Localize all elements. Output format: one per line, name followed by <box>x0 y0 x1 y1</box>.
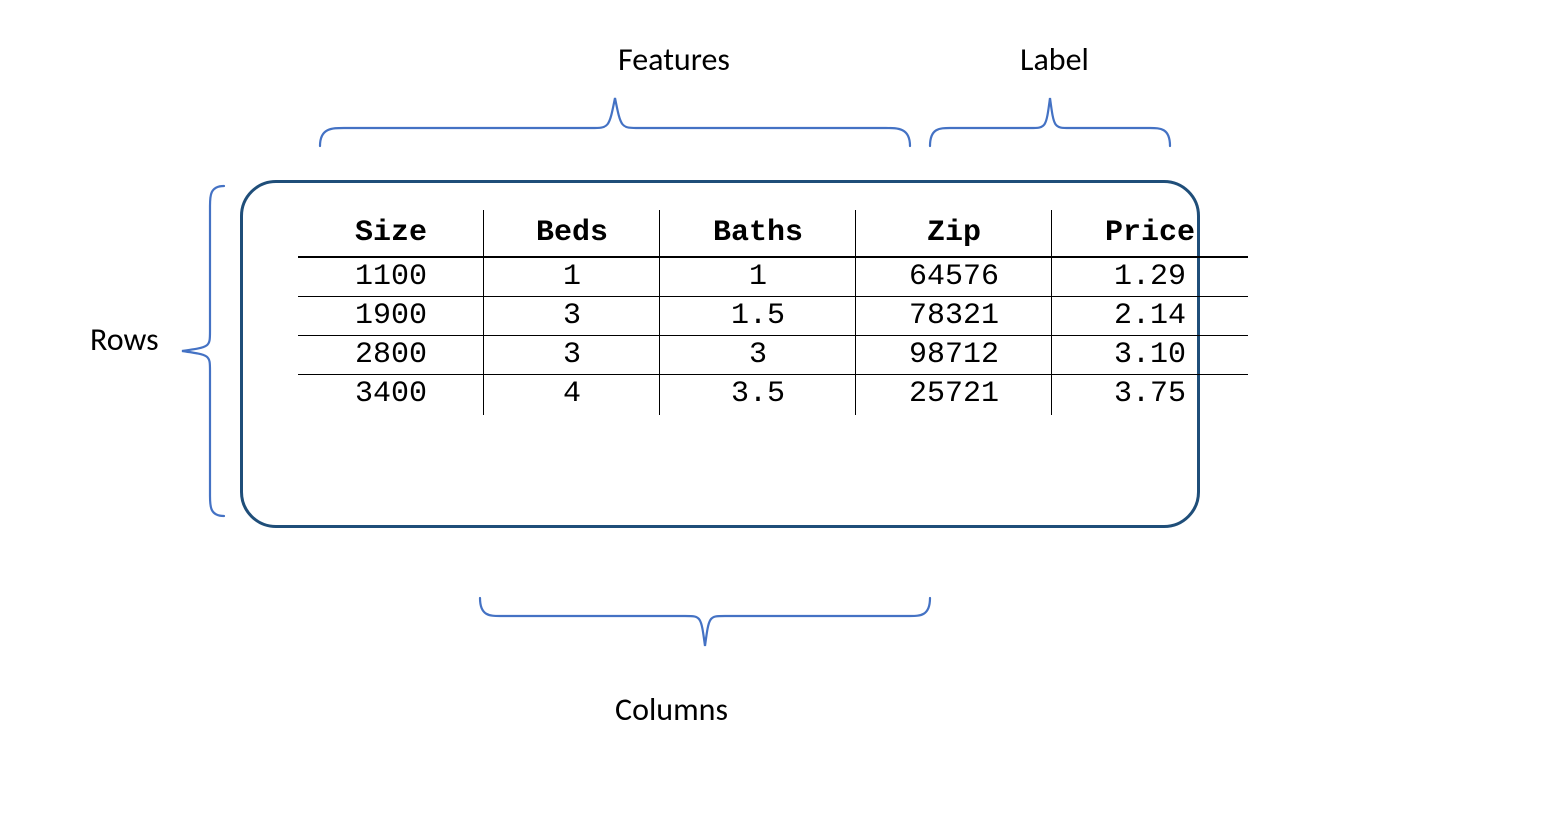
cell: 3 <box>660 336 856 375</box>
cell: 3 <box>484 336 660 375</box>
label-brace <box>930 98 1170 146</box>
col-header-size: Size <box>298 212 484 257</box>
features-brace <box>320 98 910 146</box>
cell: 4 <box>484 375 660 414</box>
col-header-zip: Zip <box>856 212 1052 257</box>
cell: 1.5 <box>660 297 856 336</box>
cell: 2.14 <box>1052 297 1248 336</box>
table-header-row: Size Beds Baths Zip Price <box>298 212 1248 257</box>
columns-label: Columns <box>615 690 728 729</box>
cell: 3 <box>484 297 660 336</box>
cell: 3.5 <box>660 375 856 414</box>
table-row: 3400 4 3.5 25721 3.75 <box>298 375 1248 414</box>
cell: 78321 <box>856 297 1052 336</box>
label-label: Label <box>1020 40 1089 79</box>
features-label: Features <box>618 40 730 79</box>
col-header-price: Price <box>1052 212 1248 257</box>
cell: 3.10 <box>1052 336 1248 375</box>
cell: 3400 <box>298 375 484 414</box>
data-table: Size Beds Baths Zip Price 1100 1 1 64576… <box>298 212 1248 413</box>
cell: 1100 <box>298 257 484 297</box>
cell: 1.29 <box>1052 257 1248 297</box>
cell: 1 <box>660 257 856 297</box>
cell: 64576 <box>856 257 1052 297</box>
rows-label: Rows <box>90 320 159 359</box>
table-row: 1900 3 1.5 78321 2.14 <box>298 297 1248 336</box>
col-header-baths: Baths <box>660 212 856 257</box>
cell: 3.75 <box>1052 375 1248 414</box>
rows-brace <box>182 186 224 516</box>
cell: 25721 <box>856 375 1052 414</box>
col-header-beds: Beds <box>484 212 660 257</box>
cell: 98712 <box>856 336 1052 375</box>
table-row: 1100 1 1 64576 1.29 <box>298 257 1248 297</box>
columns-brace <box>480 598 930 646</box>
cell: 1900 <box>298 297 484 336</box>
cell: 1 <box>484 257 660 297</box>
diagram-canvas: Features Label Rows Columns Size Beds Ba… <box>0 0 1560 816</box>
table-row: 2800 3 3 98712 3.10 <box>298 336 1248 375</box>
cell: 2800 <box>298 336 484 375</box>
